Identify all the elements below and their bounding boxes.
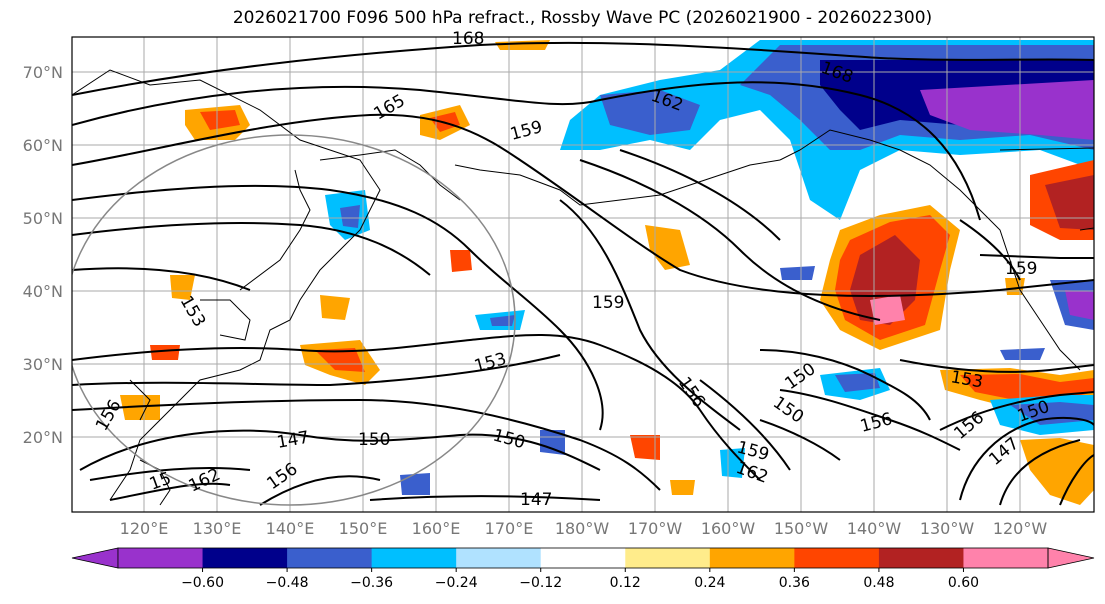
lon-label: 150°E: [339, 519, 388, 538]
lon-label: 160°E: [412, 519, 461, 538]
lon-label: 130°W: [920, 519, 975, 538]
colorbar-swatch: [963, 548, 1049, 568]
colorbar-tick-label: 0.12: [610, 575, 641, 591]
colorbar-tick-label: −0.12: [519, 575, 562, 591]
height-contours: [72, 41, 1094, 506]
colorbar-tick-label: −0.24: [435, 575, 478, 591]
contour-label: 150: [358, 430, 390, 450]
colorbar-swatch: [456, 548, 542, 568]
contour-label: 159: [592, 293, 624, 313]
colorbar-tick-label: 0.48: [863, 575, 894, 591]
lat-label-50: 50°N: [23, 209, 63, 228]
lon-label: 130°E: [193, 519, 242, 538]
map-title: 2026021700 F096 500 hPa refract., Rossby…: [232, 8, 933, 28]
lon-label: 120°W: [993, 519, 1048, 538]
colorbar-swatch: [287, 548, 373, 568]
colorbar-swatch: [794, 548, 880, 568]
lat-label-60: 60°N: [23, 136, 63, 155]
lon-label: 120°E: [120, 519, 169, 538]
colorbar-swatch: [709, 548, 795, 568]
colorbar-tick-label: −0.36: [350, 575, 393, 591]
colorbar-tick-label: 0.24: [694, 575, 725, 591]
colorbar-swatch: [118, 548, 204, 568]
colorbar-tick-label: −0.48: [266, 575, 309, 591]
colorbar-extend-low: [71, 547, 119, 569]
colorbar-tick-label: 0.60: [948, 575, 979, 591]
lat-label-20: 20°N: [23, 428, 63, 447]
lon-label: 170°E: [485, 519, 534, 538]
contour-label: 147: [520, 490, 552, 510]
colorbar-border: [117, 547, 1049, 569]
colorbar-tick-label: 0.36: [779, 575, 810, 591]
coastlines: [72, 69, 1094, 506]
colorbar-swatch: [371, 548, 457, 568]
colorbar-swatch: [625, 548, 711, 568]
colorbar-swatch: [878, 548, 964, 568]
contour-label: 159: [1005, 259, 1037, 279]
lat-label-30: 30°N: [23, 355, 63, 374]
lon-label: 170°W: [628, 519, 683, 538]
lon-label: 140°E: [266, 519, 315, 538]
colorbar-swatch: [202, 548, 288, 568]
lon-label: 160°W: [701, 519, 756, 538]
latitude-labels: 70°N 60°N 50°N 40°N 30°N 20°N: [23, 63, 63, 447]
lat-label-40: 40°N: [23, 282, 63, 301]
lat-label-70: 70°N: [23, 63, 63, 82]
lon-label: 140°W: [847, 519, 902, 538]
colorbar-swatch: [540, 548, 626, 568]
colorbar-tick-label: −0.60: [181, 575, 224, 591]
longitude-labels: 120°E 130°E 140°E 150°E 160°E 170°E 180°…: [120, 519, 1048, 538]
colorbar: −0.60 −0.48 −0.36 −0.24 −0.12 0.12 0.24 0.36 0.4…: [71, 547, 1095, 591]
lon-label: 150°W: [774, 519, 829, 538]
lon-label: 180°W: [555, 519, 610, 538]
contour-label: 168: [452, 29, 484, 49]
map-frame: [71, 36, 1095, 513]
region-circle: [72, 134, 516, 506]
colorbar-extend-high: [1047, 547, 1095, 569]
graticule: [72, 37, 1094, 512]
